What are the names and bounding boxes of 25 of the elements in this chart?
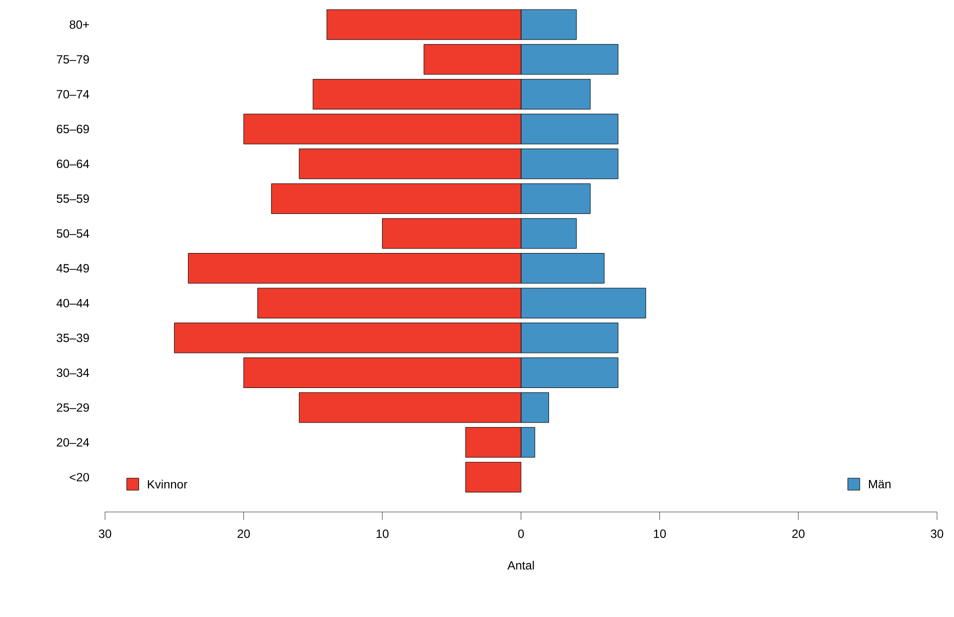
x-tick-label: 10 [654,530,666,538]
y-tick-label: 65–69 [56,124,89,134]
bar [465,462,522,492]
x-tick-label: 10 [376,530,389,538]
y-tick-label: 55–59 [56,194,89,203]
y-tick-label: 70–74 [56,90,90,98]
y-tick-label: 35–39 [56,334,89,342]
x-tick-label: 0 [518,530,524,538]
x-tick-label: 30 [98,530,112,538]
y-tick-label: 50–54 [56,229,90,238]
y-tick-label: 80+ [70,20,89,29]
y-tick-label: 30–34 [56,368,90,377]
y-tick-label: 40–44 [56,298,90,308]
y-tick-label: <20 [70,472,90,482]
y-tick-label: 45–49 [56,264,89,273]
x-tick-label: 20 [792,530,805,538]
legend-label: Män [868,480,890,488]
y-tick-label: 75–79 [56,55,89,64]
x-tick-label: 20 [238,530,250,538]
y-tick-label: 60–64 [56,160,90,168]
legend-label: Kvinnor [148,480,188,489]
x-tick-label: 30 [930,530,944,538]
x-axis-title: Antal [507,560,534,570]
y-tick-label: 25–29 [56,403,89,412]
y-tick-label: 20–24 [56,438,90,447]
